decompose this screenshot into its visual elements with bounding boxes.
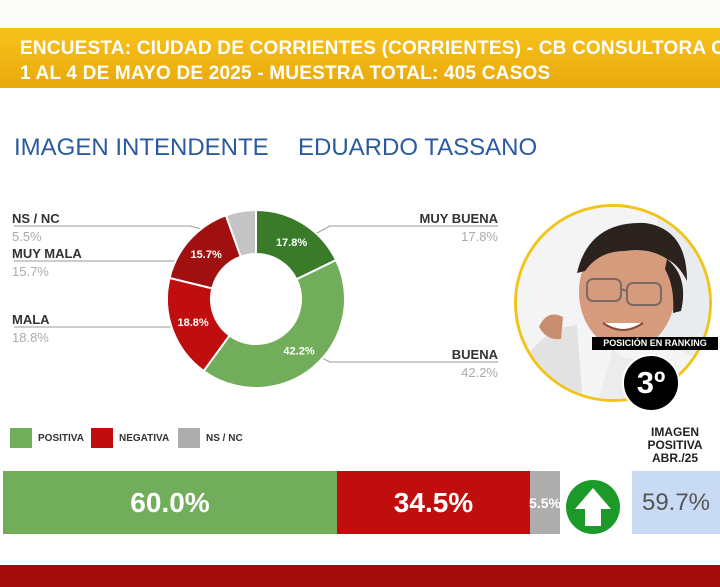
previous-image-value: 59.7% <box>632 471 720 534</box>
label-buena: BUENA 42.2% <box>380 347 498 380</box>
previous-image-label: IMAGEN POSITIVA ABR./25 <box>647 425 703 465</box>
bar-ns-nc: 5.5% <box>529 471 561 534</box>
header-banner: ENCUESTA: CIUDAD DE CORRIENTES (CORRIENT… <box>0 28 720 88</box>
bar-positiva: 60.0% <box>3 471 337 534</box>
bar-negativa: 34.5% <box>337 471 530 534</box>
donut-value-labels: 17.8% 42.2% 18.8% 15.7% <box>178 237 315 357</box>
legend-negativa: NEGATIVA <box>91 428 169 448</box>
header-line-1: ENCUESTA: CIUDAD DE CORRIENTES (CORRIENT… <box>20 38 720 59</box>
donut-value-label-muy-mala: 15.7% <box>191 249 222 261</box>
label-mala: MALA 18.8% <box>12 312 50 345</box>
portrait-illustration <box>517 207 709 399</box>
legend-label-negativa: NEGATIVA <box>119 432 170 444</box>
label-ns-nc: NS / NC 5.5% <box>12 211 60 244</box>
label-buena-name: BUENA <box>451 347 498 362</box>
label-muy-buena-name: MUY BUENA <box>419 211 499 226</box>
top-strip <box>0 0 720 28</box>
label-muy-mala-value: 15.7% <box>12 264 49 279</box>
label-muy-mala: MUY MALA 15.7% <box>12 246 82 279</box>
legend-label-ns-nc: NS / NC <box>206 432 243 444</box>
candidate-photo <box>514 204 712 402</box>
subtitle-right: EDUARDO TASSANO <box>298 134 538 161</box>
legend-swatch-positiva <box>10 428 32 448</box>
header-line-2: 1 AL 4 DE MAYO DE 2025 - MUESTRA TOTAL: … <box>20 63 551 84</box>
up-arrow-icon <box>566 480 620 534</box>
donut-value-label-buena: 42.2% <box>283 345 314 357</box>
ranking-badge: 3º <box>622 354 680 412</box>
label-mala-name: MALA <box>12 312 50 327</box>
label-ns-nc-value: 5.5% <box>12 229 42 244</box>
label-muy-mala-name: MUY MALA <box>12 246 82 261</box>
donut-slice-buena <box>202 258 346 389</box>
label-mala-value: 18.8% <box>12 330 49 345</box>
donut-value-label-muy-buena: 17.8% <box>276 237 307 249</box>
label-ns-nc-name: NS / NC <box>12 211 60 226</box>
label-buena-value: 42.2% <box>461 365 498 380</box>
donut-slices <box>166 208 346 389</box>
donut-value-label-mala: 18.8% <box>178 317 209 329</box>
label-muy-buena: MUY BUENA 17.8% <box>380 211 499 244</box>
subtitle-left: IMAGEN INTENDENTE <box>14 134 269 161</box>
footer-band <box>0 565 720 587</box>
legend-swatch-ns-nc <box>178 428 200 448</box>
legend-positiva: POSITIVA <box>10 428 84 448</box>
legend-ns-nc: NS / NC <box>178 428 243 448</box>
label-muy-buena-value: 17.8% <box>461 229 498 244</box>
ranking-label: POSICIÓN EN RANKING <box>592 337 718 350</box>
donut-slice-ns-nc <box>224 208 257 258</box>
legend-swatch-negativa <box>91 428 113 448</box>
legend-label-positiva: POSITIVA <box>38 432 84 444</box>
